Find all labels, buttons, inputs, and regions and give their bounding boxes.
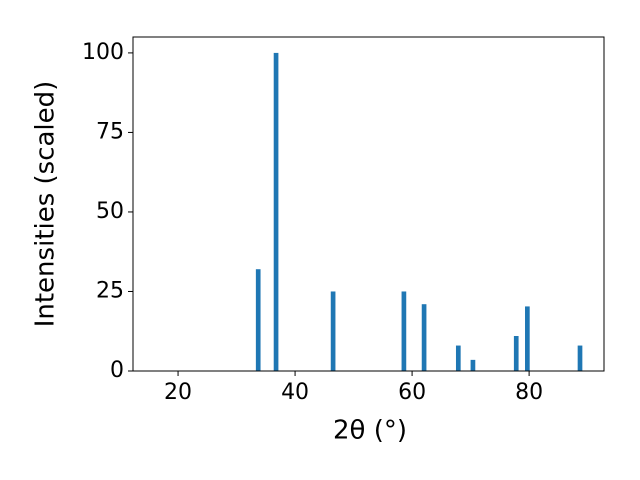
x-tick-label: 40 <box>281 380 309 405</box>
y-tick-label: 75 <box>96 119 124 144</box>
bar <box>455 345 461 371</box>
y-tick-label: 50 <box>96 199 124 224</box>
x-axis-label: 2θ (°) <box>333 416 407 446</box>
y-tick-label: 0 <box>110 358 124 383</box>
bar <box>525 306 530 371</box>
bar <box>577 345 583 371</box>
bar <box>401 291 407 371</box>
y-axis-label: Intensities (scaled) <box>31 81 61 328</box>
bar <box>421 304 427 371</box>
x-tick-label: 80 <box>515 380 543 405</box>
bar <box>513 336 519 371</box>
y-tick-label: 100 <box>82 40 124 65</box>
x-tick-label: 60 <box>398 380 426 405</box>
plot-frame <box>132 36 605 372</box>
y-tick-label: 25 <box>96 278 124 303</box>
bar <box>273 52 279 372</box>
bar <box>255 269 261 371</box>
x-tick-label: 20 <box>164 380 192 405</box>
bar <box>470 359 476 371</box>
bar <box>330 291 336 371</box>
